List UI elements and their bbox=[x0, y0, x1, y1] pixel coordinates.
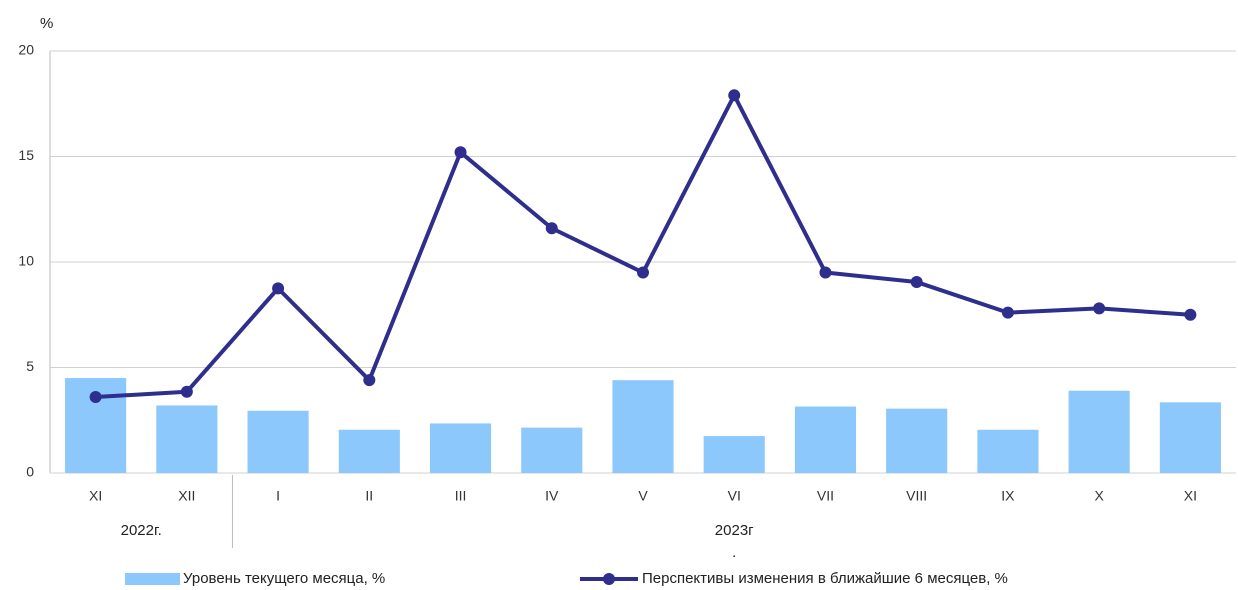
year-label: 2022г. bbox=[121, 522, 162, 539]
bar bbox=[338, 429, 400, 473]
line-marker bbox=[910, 276, 923, 289]
y-tick-label: 5 bbox=[26, 358, 34, 374]
bar bbox=[886, 408, 948, 473]
y-tick-label: 15 bbox=[18, 147, 34, 163]
x-tick-label: V bbox=[638, 488, 648, 504]
x-tick-label: X bbox=[1094, 488, 1104, 504]
y-tick-label: 10 bbox=[18, 253, 34, 269]
x-tick-label: VII bbox=[817, 488, 834, 504]
line-marker bbox=[637, 266, 649, 279]
bar bbox=[1159, 402, 1221, 473]
line-marker bbox=[180, 385, 193, 398]
line-marker bbox=[1001, 306, 1014, 319]
x-tick-label: III bbox=[455, 488, 467, 504]
line-marker bbox=[545, 222, 558, 235]
line-marker bbox=[728, 89, 741, 102]
x-tick-label: XI bbox=[89, 488, 102, 504]
line-marker bbox=[89, 391, 102, 404]
line bbox=[95, 93, 1191, 400]
bar bbox=[1068, 390, 1130, 473]
x-tick-label: XII bbox=[178, 488, 195, 504]
bar bbox=[794, 406, 857, 473]
year-label: 2023г bbox=[715, 522, 754, 539]
x-tick-label: IX bbox=[1001, 488, 1015, 504]
y-unit: % bbox=[40, 15, 53, 32]
legend-marker bbox=[603, 573, 615, 585]
bar bbox=[156, 405, 218, 473]
line-marker bbox=[272, 282, 285, 295]
year-note: . bbox=[732, 544, 736, 561]
legend-label: Уровень текущего месяца, % bbox=[183, 570, 385, 587]
x-tick-label: I bbox=[276, 488, 280, 504]
bar bbox=[247, 410, 309, 473]
bar bbox=[521, 427, 583, 473]
x-tick-label: XI bbox=[1184, 488, 1197, 504]
line-marker bbox=[1093, 302, 1106, 315]
line-marker bbox=[454, 146, 467, 159]
y-tick-label: 20 bbox=[18, 42, 34, 58]
x-tick-label: VIII bbox=[906, 488, 927, 504]
x-tick-label: IV bbox=[545, 488, 559, 504]
legend-label: Перспективы изменения в ближайшие 6 меся… bbox=[642, 570, 1008, 587]
x-tick-label: II bbox=[365, 488, 373, 504]
line-marker bbox=[1184, 308, 1197, 321]
bar bbox=[612, 380, 674, 473]
bar bbox=[703, 436, 765, 473]
x-tick-label: VI bbox=[728, 488, 741, 504]
bar bbox=[977, 429, 1039, 473]
bar bbox=[429, 423, 492, 473]
legend-swatch bbox=[125, 573, 180, 585]
y-tick-label: 0 bbox=[26, 464, 34, 480]
line-marker bbox=[363, 374, 376, 387]
line-marker bbox=[819, 266, 832, 279]
